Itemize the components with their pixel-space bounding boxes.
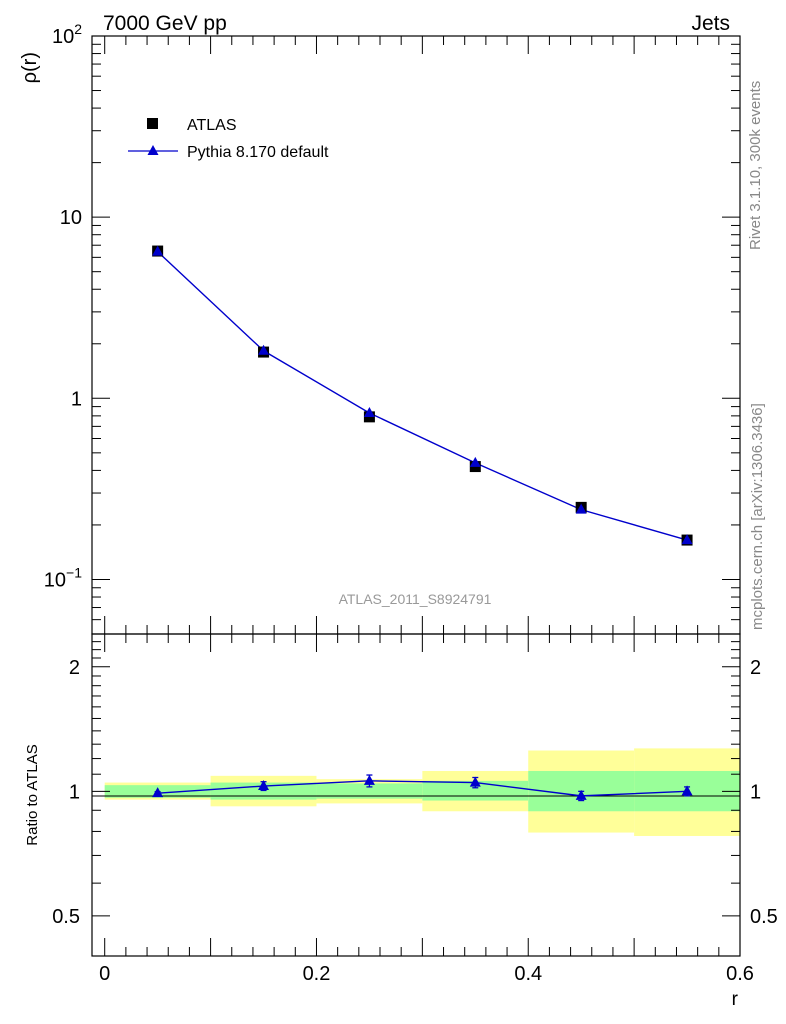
ratio-panel: 2 2 1 1 0.5 0.5 0 0.2 0.4 0.6 Ratio to ATLAS r <box>24 633 778 1010</box>
legend-data-label: ATLAS <box>187 117 237 134</box>
ratio-band-inner <box>316 783 423 799</box>
mc-point <box>363 406 375 417</box>
ratio-frame <box>91 633 741 957</box>
mc-point <box>469 456 481 467</box>
rivet-label: Rivet 3.1.10, 300k events <box>747 81 764 250</box>
ratio-y-tick-label-right: 1 <box>750 781 761 803</box>
ratio-y-axis-label: Ratio to ATLAS <box>24 744 41 845</box>
analysis-label: ATLAS_2011_S8924791 <box>339 591 492 607</box>
ratio-y-ticks <box>92 633 740 957</box>
ratio-point <box>152 787 164 798</box>
ratio-y-tick-label-left: 2 <box>69 657 80 679</box>
x-axis-label: r <box>732 989 739 1010</box>
legend-mc-label: Pythia 8.170 default <box>187 144 329 161</box>
ratio-x-tick-label: 0 <box>99 963 110 985</box>
main-marks <box>152 245 693 546</box>
main-x-ticks <box>104 36 741 634</box>
ratio-y-tick-label-left: 0.5 <box>52 906 80 928</box>
ratio-y-tick-label-left: 1 <box>69 781 80 803</box>
ratio-point <box>575 789 587 800</box>
ratio-point <box>258 780 270 791</box>
mc-point <box>152 245 164 256</box>
main-y-tick-labels: 102 10 1 10−1 <box>44 21 82 591</box>
main-y-tick-label: 10 <box>60 207 82 229</box>
main-y-tick-label: 102 <box>52 21 82 48</box>
ratio-y-tick-labels: 2 2 1 1 0.5 0.5 <box>52 657 778 928</box>
mc-point <box>258 344 270 355</box>
ratio-point <box>681 785 693 796</box>
ratio-bands <box>104 748 740 836</box>
ratio-x-tick-label: 0.2 <box>303 963 331 985</box>
ratio-x-tick-label: 0.6 <box>726 963 754 985</box>
mc-point <box>681 534 693 545</box>
main-y-tick-label: 10−1 <box>44 564 82 591</box>
ratio-point <box>469 776 481 787</box>
ratio-point <box>363 774 375 785</box>
main-y-ticks <box>92 35 740 635</box>
mc-series-line <box>157 251 688 541</box>
ratio-x-ticks <box>104 634 741 956</box>
legend: ATLAS Pythia 8.170 default <box>128 117 329 161</box>
main-panel: 102 10 1 10−1 ρ(r) ATLAS_2011_S8924791 ATLA… <box>19 21 741 635</box>
ratio-y-tick-label-right: 0.5 <box>750 906 778 928</box>
ratio-marks <box>152 774 693 802</box>
main-y-axis-label: ρ(r) <box>19 52 41 83</box>
ratio-y-tick-label-right: 2 <box>750 657 761 679</box>
ratio-x-tick-label: 0.4 <box>514 963 542 985</box>
legend-mc-marker <box>147 145 159 155</box>
mcplots-label: mcplots.cern.ch [arXiv:1306.3436] <box>749 403 766 630</box>
ratio-series-line <box>157 780 688 797</box>
mc-point <box>575 503 587 514</box>
header-left: 7000 GeV pp <box>103 12 227 35</box>
legend-data-marker <box>147 118 158 129</box>
main-y-tick-label: 1 <box>71 388 82 410</box>
header-right: Jets <box>691 12 730 35</box>
ratio-x-tick-labels: 0 0.2 0.4 0.6 <box>99 963 754 985</box>
